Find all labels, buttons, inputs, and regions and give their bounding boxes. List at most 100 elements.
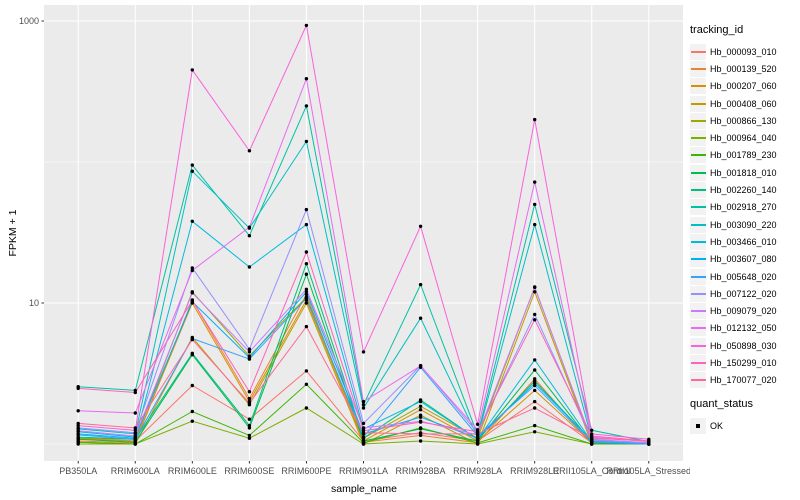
legend-entry-label: Hb_003607_080 (710, 254, 777, 265)
data-point (304, 77, 309, 81)
data-point (76, 440, 80, 444)
legend-key-box (690, 199, 706, 216)
y-axis-title: FPKM + 1 (7, 209, 19, 257)
data-point (247, 149, 252, 153)
data-point (304, 272, 309, 276)
legend-entry-label: Hb_000139_520 (710, 63, 777, 74)
legend-entry-label: Hb_001818_010 (710, 167, 777, 178)
data-point (304, 296, 309, 300)
legend-entry-Hb_007122_020: Hb_007122_020 (690, 285, 798, 302)
legend-entry-label: Hb_005648_020 (710, 271, 777, 282)
legend-entry-label: Hb_050898_030 (710, 340, 777, 351)
data-point (190, 383, 194, 388)
legend-key-box (690, 95, 706, 112)
data-point (247, 417, 252, 421)
data-point (76, 386, 80, 391)
legend-title-tracking-id: tracking_id (690, 24, 744, 36)
data-point (418, 316, 423, 320)
legend-entry-ok: OK (690, 417, 798, 434)
data-point (133, 428, 137, 432)
data-point (76, 421, 80, 426)
line-swatch-icon (690, 50, 706, 53)
data-point (247, 357, 252, 361)
legend-entry-label: Hb_150299_010 (710, 357, 777, 368)
data-point (304, 287, 309, 291)
legend-key-box (690, 130, 706, 147)
data-point (247, 396, 252, 401)
legend-entry-label: Hb_003090_220 (710, 219, 777, 230)
data-point (361, 431, 366, 435)
legend-key-box (690, 303, 706, 320)
legend-key-box (690, 78, 706, 95)
legend-key-box (690, 268, 706, 285)
data-point (247, 225, 252, 229)
legend-entry-Hb_003466_010: Hb_003466_010 (690, 233, 798, 250)
line-swatch-icon (690, 258, 706, 261)
legend-key-box (690, 337, 706, 354)
data-point (304, 23, 309, 28)
legend-entry-Hb_001818_010: Hb_001818_010 (690, 164, 798, 181)
legend-entry-label: Hb_000093_010 (710, 46, 777, 57)
data-point (190, 351, 194, 355)
legend-key-box (690, 216, 706, 233)
data-point (361, 399, 366, 404)
data-point (190, 68, 194, 72)
data-point (190, 337, 194, 342)
legend-key-box (690, 354, 706, 371)
data-point (533, 318, 537, 322)
legend-entry-Hb_003607_080: Hb_003607_080 (690, 251, 798, 268)
line-swatch-icon (690, 171, 706, 174)
data-point (361, 403, 366, 407)
data-point (361, 439, 366, 443)
data-point (590, 436, 594, 440)
legend-entry-label: Hb_000408_060 (710, 98, 777, 109)
line-swatch-icon (690, 223, 706, 226)
legend-entry-Hb_170077_020: Hb_170077_020 (690, 372, 798, 389)
legend-key-box (690, 182, 706, 199)
data-point (76, 409, 80, 413)
legend-entry-Hb_005648_020: Hb_005648_020 (690, 268, 798, 285)
line-swatch-icon (690, 275, 706, 278)
data-point (304, 207, 309, 212)
line-swatch-icon (690, 137, 706, 140)
data-point (247, 350, 252, 354)
legend-entry-Hb_002918_270: Hb_002918_270 (690, 199, 798, 216)
x-axis-title: sample_name (331, 483, 397, 495)
data-point (418, 439, 423, 443)
data-point (247, 390, 252, 394)
legend-entry-Hb_003090_220: Hb_003090_220 (690, 216, 798, 233)
data-point (304, 262, 309, 266)
legend-entry-Hb_002260_140: Hb_002260_140 (690, 181, 798, 199)
line-swatch-icon (690, 85, 706, 88)
data-point (190, 291, 194, 295)
legend-entry-Hb_000964_040: Hb_000964_040 (690, 129, 798, 147)
data-point (533, 312, 537, 317)
data-point (190, 219, 194, 223)
data-point (418, 399, 423, 404)
data-point (76, 429, 80, 433)
x-tick-label: RRIM928BA (396, 466, 446, 476)
data-point (304, 292, 309, 297)
data-point (190, 169, 194, 173)
data-point (133, 411, 137, 415)
legend-entry-label: Hb_001789_230 (710, 150, 777, 161)
data-point (247, 234, 252, 238)
legend-key-box (690, 164, 706, 181)
data-point (418, 427, 423, 431)
legend-entry-Hb_000139_520: Hb_000139_520 (690, 60, 798, 77)
x-tick-label: RRIM928LE (510, 466, 559, 476)
legend-entry-label: Hb_002260_140 (710, 185, 777, 196)
legend-entry-Hb_000207_060: Hb_000207_060 (690, 78, 798, 95)
data-point (590, 428, 594, 432)
line-swatch-icon (690, 119, 706, 122)
data-point (418, 224, 423, 228)
legend-entry-Hb_000408_060: Hb_000408_060 (690, 95, 798, 112)
data-point (190, 298, 194, 303)
line-swatch-icon (690, 206, 706, 209)
data-point (475, 422, 480, 426)
data-point (647, 439, 651, 443)
line-swatch-icon (690, 292, 706, 295)
legend-entry-Hb_009079_020: Hb_009079_020 (690, 302, 798, 320)
legend-entry-Hb_150299_010: Hb_150299_010 (690, 354, 798, 371)
data-point (247, 436, 252, 440)
